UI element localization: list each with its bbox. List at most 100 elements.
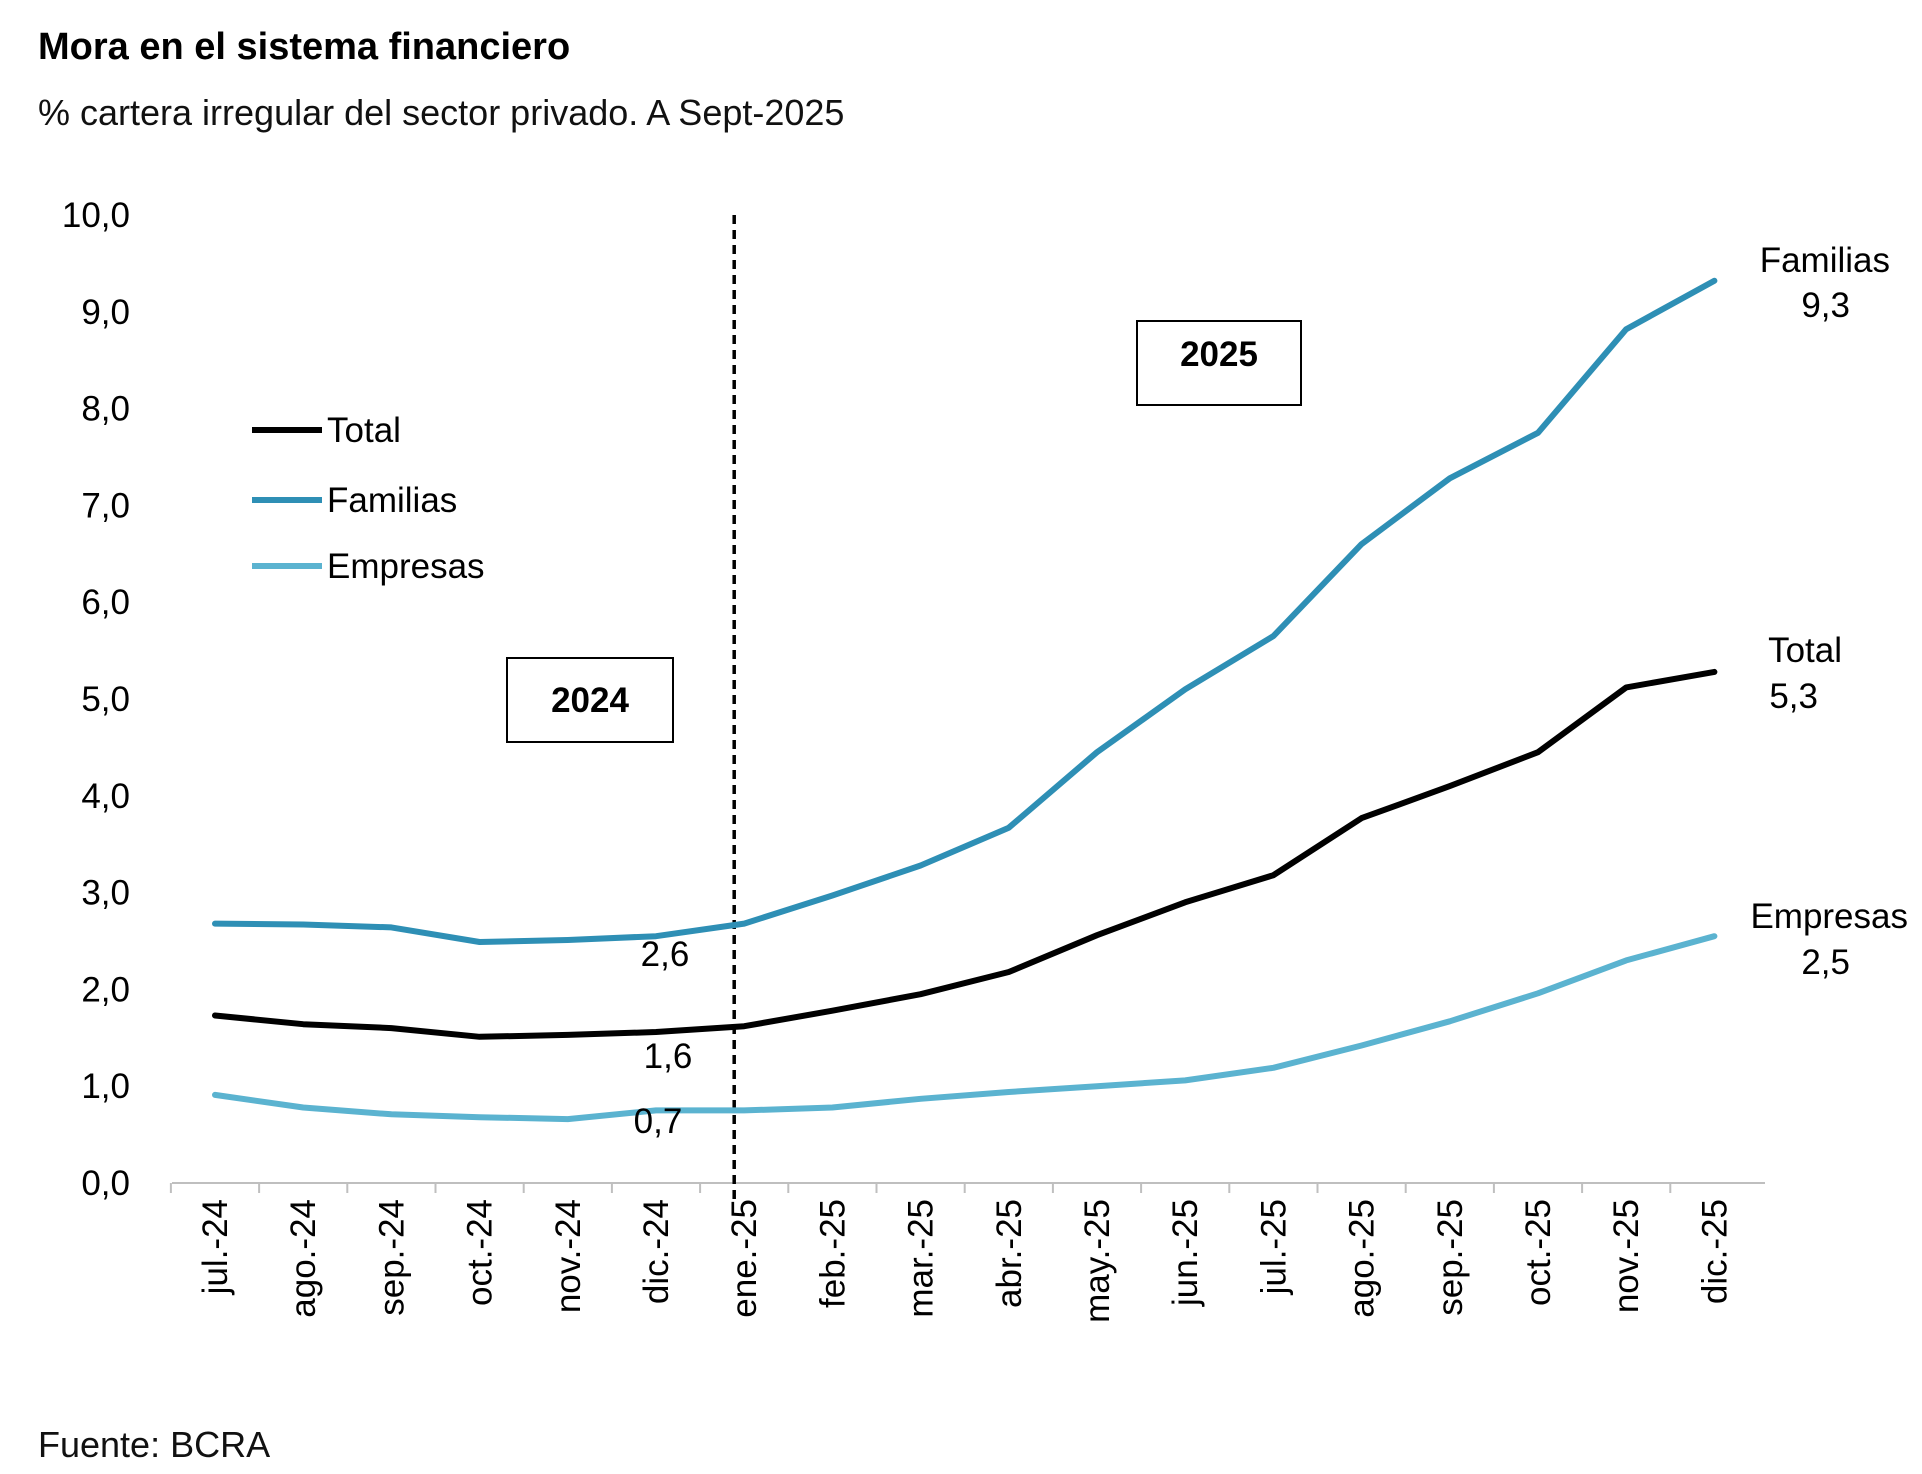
x-tick-label: feb.-25 [813, 1199, 852, 1308]
series-line-familias [212, 277, 1718, 945]
legend-label-total: Total [327, 411, 401, 450]
x-tick-label: dic.-25 [1695, 1199, 1734, 1304]
data-point-familias [567, 939, 569, 941]
chart-subtitle: % cartera irregular del sector privado. … [38, 92, 845, 133]
data-point-familias [1272, 635, 1274, 637]
x-tick-label: ene.-25 [725, 1199, 764, 1318]
data-point-total [1537, 751, 1539, 753]
period-box-2024 [506, 657, 674, 743]
data-point-familias [1184, 688, 1186, 690]
data-point-empresas [1449, 1020, 1451, 1022]
data-point-familias [1625, 328, 1627, 330]
data-point-total [479, 1036, 481, 1038]
data-point-familias [655, 935, 657, 937]
chart-axes: 0,0 1,0 2,0 3,0 4,0 5,0 6,0 7,0 8,0 9,0 10,0 jul.-2… [62, 196, 1765, 1323]
x-tick-label: dic.-24 [637, 1199, 676, 1304]
data-point-empresas [655, 1109, 657, 1111]
x-tick-label: jul.-25 [1254, 1199, 1293, 1295]
data-point-familias [1449, 477, 1451, 479]
x-tick-label: jul.-24 [196, 1199, 235, 1295]
chart-annotations: 2024 2025 Familias 9,3 Total 5,3 Empresas 2,5 2,… [506, 241, 1908, 1141]
x-tick-label: nov.-24 [549, 1199, 588, 1313]
period-label-2025: 2025 [1180, 335, 1258, 374]
data-point-familias [920, 864, 922, 866]
y-tick-label: 6,0 [81, 583, 130, 622]
data-point-empresas [831, 1106, 833, 1108]
y-tick-label: 1,0 [81, 1067, 130, 1106]
end-label-total-value: 5,3 [1769, 677, 1818, 716]
chart-legend: Total Familias Empresas [252, 411, 485, 586]
data-point-empresas [1713, 935, 1715, 937]
end-label-total-name: Total [1768, 631, 1842, 670]
data-point-familias [390, 926, 392, 928]
data-point-familias [302, 924, 304, 926]
end-label-empresas-value: 2,5 [1801, 943, 1850, 982]
data-point-total [1449, 785, 1451, 787]
data-point-total [655, 1031, 657, 1033]
x-tick-label: may.-25 [1078, 1199, 1117, 1323]
y-tick-label: 9,0 [81, 293, 130, 332]
data-point-total [302, 1023, 304, 1025]
x-tick-label: nov.-25 [1607, 1199, 1646, 1313]
x-tick-label: oct.-24 [461, 1199, 500, 1306]
data-point-empresas [214, 1094, 216, 1096]
chart-source: Fuente: BCRA [38, 1424, 271, 1465]
data-point-total [1272, 874, 1274, 876]
data-point-empresas [1361, 1045, 1363, 1047]
series-layer [212, 277, 1718, 1123]
series-line-empresas [212, 933, 1718, 1123]
data-point-total [1008, 971, 1010, 973]
data-point-empresas [1184, 1079, 1186, 1081]
data-point-empresas [743, 1109, 745, 1111]
legend-label-empresas: Empresas [327, 547, 485, 586]
end-label-empresas-name: Empresas [1750, 897, 1908, 936]
chart-title: Mora en el sistema financiero [38, 26, 571, 68]
data-point-familias [214, 923, 216, 925]
point-label-familias: 2,6 [641, 935, 690, 974]
data-point-empresas [920, 1098, 922, 1100]
y-tick-label: 7,0 [81, 486, 130, 525]
data-point-empresas [390, 1113, 392, 1115]
x-tick-label: abr.-25 [990, 1199, 1029, 1308]
x-tick-label: oct.-25 [1519, 1199, 1558, 1306]
data-point-total [1184, 901, 1186, 903]
data-point-empresas [1008, 1091, 1010, 1093]
data-point-empresas [1272, 1067, 1274, 1069]
data-point-total [1625, 686, 1627, 688]
x-tick-label: sep.-24 [372, 1199, 411, 1316]
legend-label-familias: Familias [327, 481, 457, 520]
data-point-total [831, 1010, 833, 1012]
data-point-empresas [479, 1116, 481, 1118]
y-tick-label: 8,0 [81, 390, 130, 429]
x-tick-label: ago.-25 [1343, 1199, 1382, 1318]
data-point-total [743, 1025, 745, 1027]
data-point-empresas [1625, 959, 1627, 961]
data-point-total [1096, 934, 1098, 936]
x-tick-label: mar.-25 [902, 1199, 941, 1318]
series-line-total [212, 668, 1718, 1040]
data-point-familias [831, 895, 833, 897]
y-tick-label: 5,0 [81, 680, 130, 719]
data-point-empresas [567, 1118, 569, 1120]
y-tick-label: 3,0 [81, 874, 130, 913]
x-tick-label: sep.-25 [1431, 1199, 1470, 1316]
data-point-empresas [1096, 1085, 1098, 1087]
y-tick-label: 2,0 [81, 970, 130, 1009]
data-point-total [1713, 671, 1715, 673]
data-point-total [1361, 817, 1363, 819]
data-point-familias [743, 923, 745, 925]
data-point-familias [1537, 432, 1539, 434]
data-point-familias [1713, 280, 1715, 282]
x-tick-label: ago.-24 [284, 1199, 323, 1318]
data-point-total [390, 1027, 392, 1029]
data-point-familias [479, 941, 481, 943]
period-box-2025 [1136, 320, 1302, 406]
data-point-familias [1008, 827, 1010, 829]
y-tick-label: 4,0 [81, 777, 130, 816]
data-point-total [920, 993, 922, 995]
y-tick-label: 0,0 [81, 1164, 130, 1203]
data-point-total [567, 1034, 569, 1036]
period-label-2024: 2024 [551, 681, 629, 720]
point-label-empresas: 0,7 [634, 1102, 683, 1141]
